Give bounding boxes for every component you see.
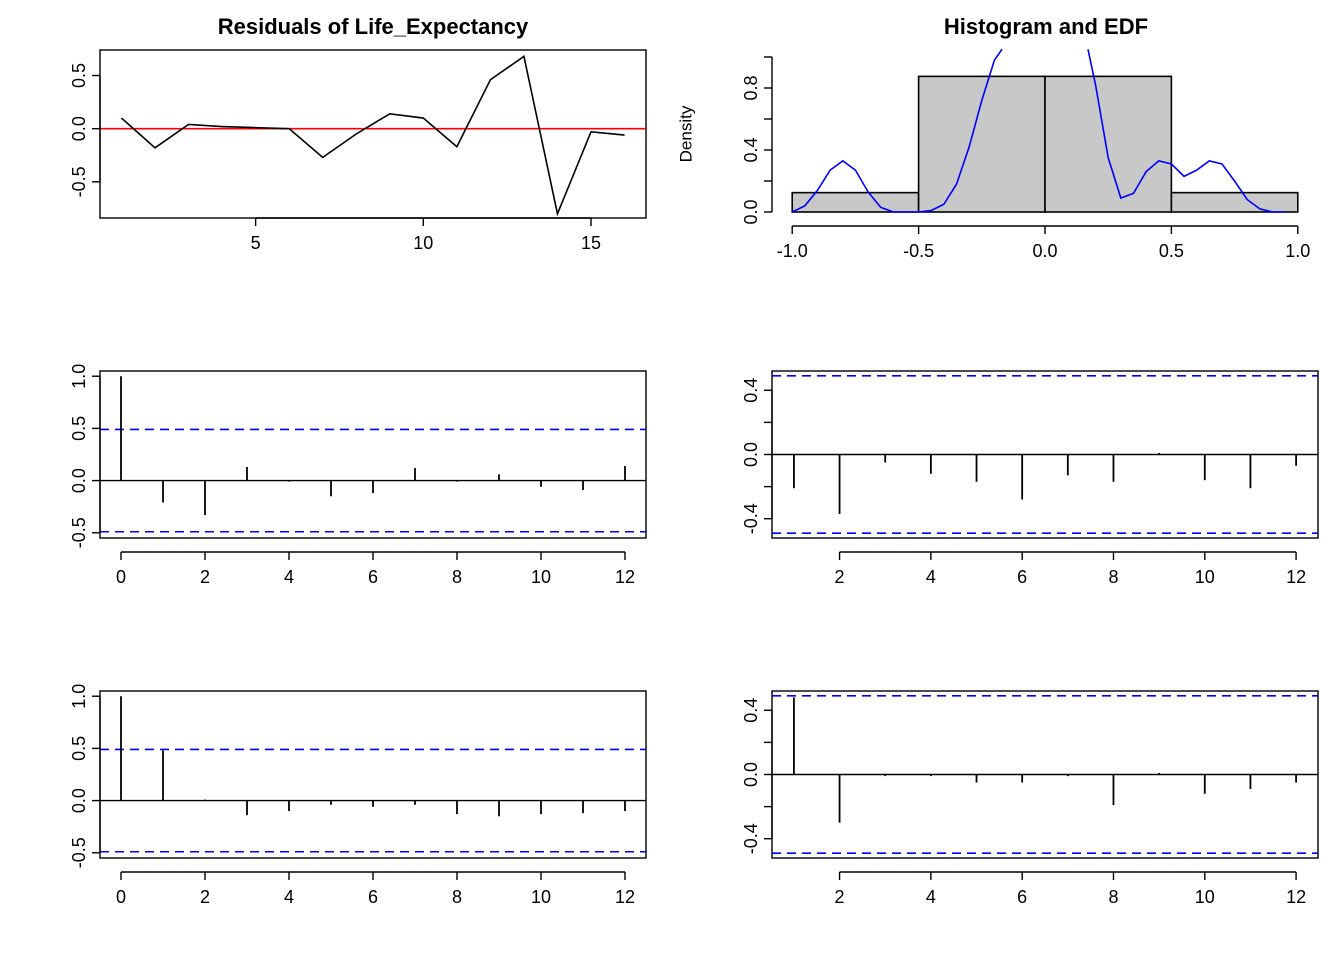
acf-panel: 0 2 4 6 8 10 12 -0.5 0.0 0.5 1.0 [69, 364, 647, 587]
y-tick-label: -0.5 [69, 517, 89, 548]
y-tick-label: 0.5 [69, 736, 89, 761]
y-tick-label: 0.8 [741, 75, 761, 100]
x-tick-label: 6 [1017, 887, 1027, 907]
x-tick-label: 8 [1108, 887, 1118, 907]
y-tick-label: 0.0 [69, 116, 89, 141]
y-tick-label: 0.4 [741, 698, 761, 723]
x-tick-label: 8 [452, 567, 462, 587]
plot-frame [99, 370, 647, 539]
density-curve [1087, 49, 1286, 213]
y-tick-label: 1.0 [69, 684, 89, 709]
histogram-panel: Histogram and EDF -1.0 -0.5 0.0 0.5 1.0 0.0 0.… [677, 14, 1311, 261]
x-tick-label: 0 [116, 567, 126, 587]
x-tick-label: 0.0 [1032, 241, 1057, 261]
y-tick-label: 0.0 [69, 468, 89, 493]
y-tick-label: -0.4 [741, 503, 761, 534]
x-tick-label: 12 [615, 567, 635, 587]
y-tick-label: 0.4 [741, 378, 761, 403]
x-tick-label: 10 [531, 887, 551, 907]
y-tick-label: 0.5 [69, 416, 89, 441]
histogram-bar [917, 75, 1046, 213]
y-tick-label: 0.0 [741, 762, 761, 787]
x-tick-label: 8 [1108, 567, 1118, 587]
x-tick-label: 12 [1286, 887, 1306, 907]
y-axis-title: Density [677, 105, 696, 162]
x-tick-label: 4 [284, 887, 294, 907]
x-tick-label: 2 [200, 567, 210, 587]
x-tick-label: 0.5 [1159, 241, 1184, 261]
histogram-bar [1044, 75, 1173, 213]
histogram-bar [791, 191, 920, 213]
pacf-panel: 2 4 6 8 10 12 -0.4 0.0 0.4 [741, 370, 1319, 587]
plot-frame [99, 690, 647, 859]
x-tick-label: 15 [581, 233, 601, 253]
residual-series-line [120, 55, 625, 217]
x-tick-label: 10 [413, 233, 433, 253]
x-tick-label: 8 [452, 887, 462, 907]
x-tick-label: 4 [926, 567, 936, 587]
y-tick-label: 1.0 [69, 364, 89, 389]
x-tick-label: 10 [1195, 887, 1215, 907]
y-tick-label: 0.5 [69, 63, 89, 88]
pacf-squared-panel: 2 4 6 8 10 12 -0.4 0.0 0.4 [741, 690, 1319, 907]
histogram-title: Histogram and EDF [944, 14, 1148, 39]
y-tick-label: -0.5 [69, 166, 89, 197]
x-tick-label: 2 [835, 887, 845, 907]
x-tick-label: 10 [1195, 567, 1215, 587]
x-tick-label: 10 [531, 567, 551, 587]
x-tick-label: 6 [368, 567, 378, 587]
x-tick-label: 0 [116, 887, 126, 907]
x-tick-label: 6 [1017, 567, 1027, 587]
y-tick-label: 0.0 [69, 788, 89, 813]
x-tick-label: 2 [200, 887, 210, 907]
y-tick-label: 0.0 [741, 442, 761, 467]
density-curve [791, 48, 1003, 213]
y-tick-label: -0.5 [69, 837, 89, 868]
x-tick-label: 5 [251, 233, 261, 253]
y-tick-label: -0.4 [741, 823, 761, 854]
residuals-title: Residuals of Life_Expectancy [218, 14, 529, 39]
x-tick-label: 4 [926, 887, 936, 907]
plot-frame [99, 49, 647, 219]
x-tick-label: -0.5 [903, 241, 934, 261]
x-tick-label: 4 [284, 567, 294, 587]
x-tick-label: 2 [835, 567, 845, 587]
x-tick-label: 12 [615, 887, 635, 907]
residuals-panel: Residuals of Life_Expectancy 5 10 15 -0.5 0.… [69, 14, 647, 253]
histogram-bar [1170, 191, 1299, 213]
x-tick-label: 6 [368, 887, 378, 907]
y-tick-label: 0.0 [741, 199, 761, 224]
x-tick-label: 1.0 [1285, 241, 1310, 261]
y-tick-label: 0.4 [741, 137, 761, 162]
x-tick-label: -1.0 [777, 241, 808, 261]
acf-squared-panel: 0 2 4 6 8 10 12 -0.5 0.0 0.5 1.0 [69, 684, 647, 907]
x-tick-label: 12 [1286, 567, 1306, 587]
